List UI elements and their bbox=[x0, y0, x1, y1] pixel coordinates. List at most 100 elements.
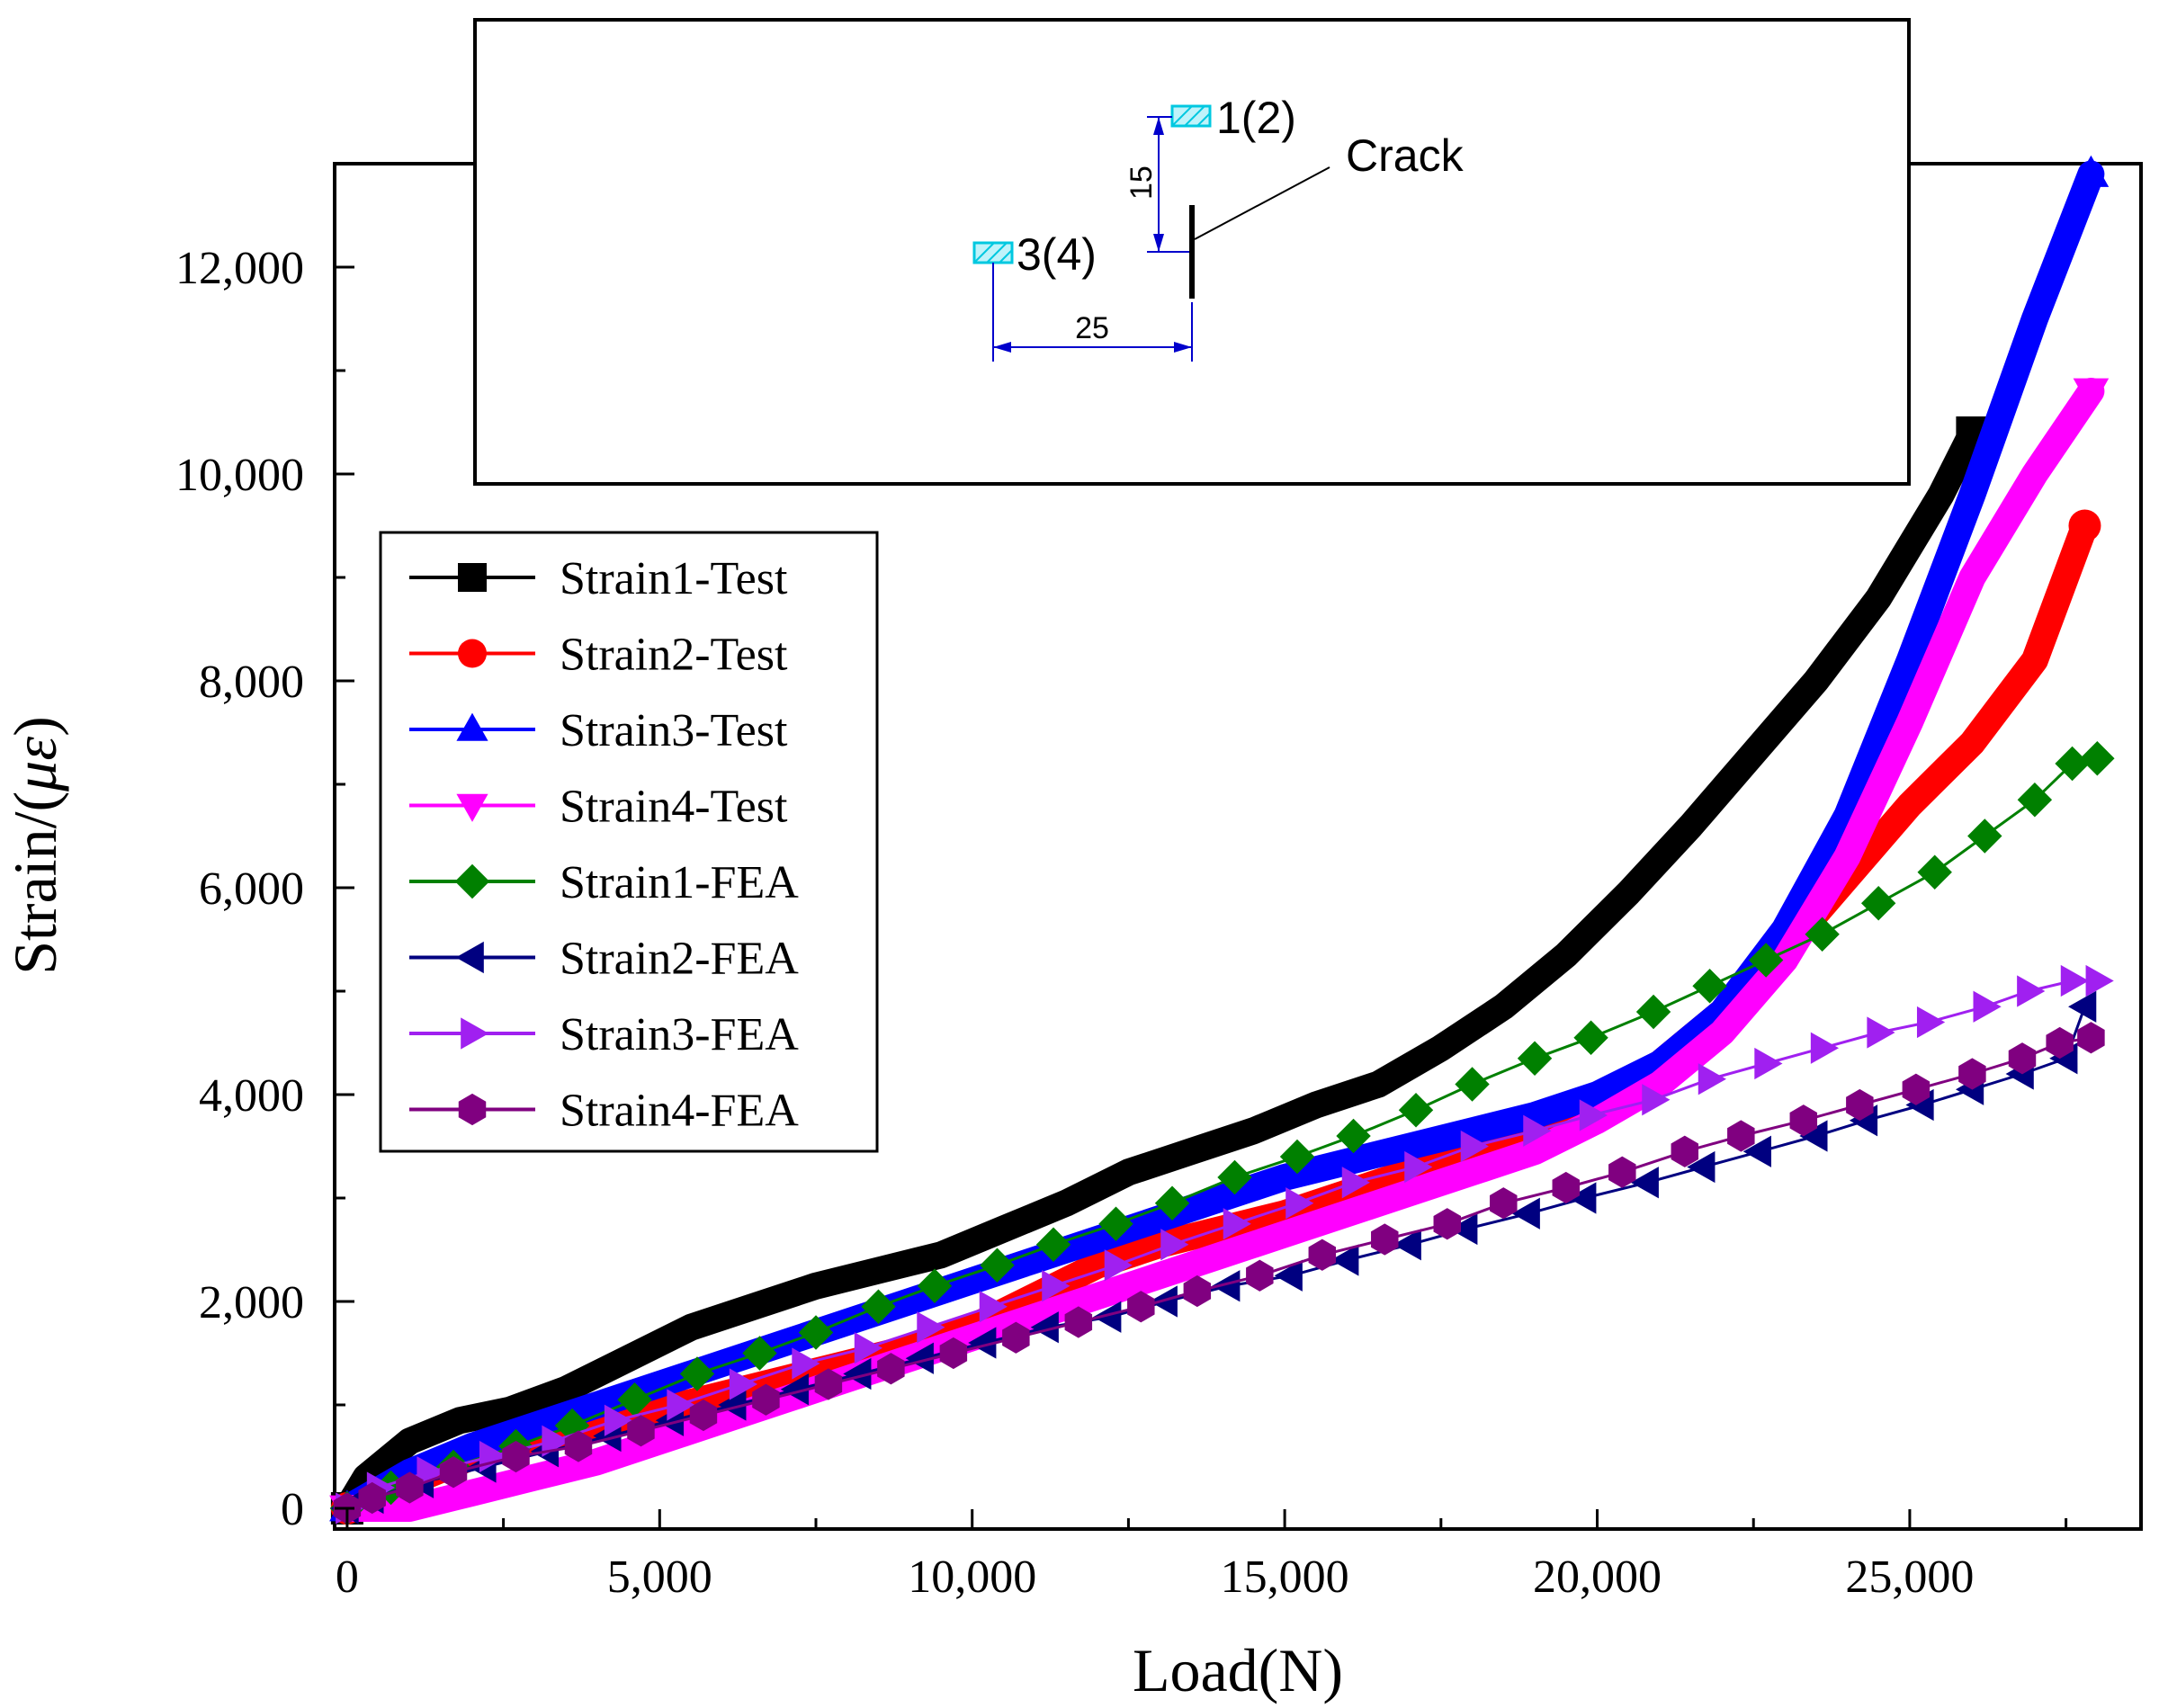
data-point-marker bbox=[2055, 746, 2090, 782]
data-point-marker bbox=[1805, 917, 1840, 952]
legend-label: Strain3-Test bbox=[560, 705, 788, 756]
dim-15-arrow-bottom bbox=[1153, 234, 1164, 252]
data-point-marker bbox=[1030, 1311, 1059, 1344]
data-point-marker bbox=[1223, 1208, 1251, 1240]
legend-marker bbox=[458, 563, 487, 592]
data-point-marker bbox=[814, 1368, 843, 1400]
data-point-marker bbox=[1967, 818, 2002, 854]
data-point-marker bbox=[1330, 1244, 1359, 1276]
data-point-marker bbox=[1742, 1135, 1771, 1167]
data-point-marker bbox=[1154, 1185, 1190, 1221]
legend-label: Strain2-FEA bbox=[560, 934, 799, 985]
x-tick-label: 5,000 bbox=[607, 1552, 712, 1603]
legend-item: Strain4-FEA bbox=[409, 1086, 799, 1137]
data-point-marker bbox=[1217, 1159, 1252, 1195]
crack-leader bbox=[1194, 166, 1330, 240]
data-point-marker bbox=[679, 1356, 715, 1391]
data-point-marker bbox=[2080, 741, 2115, 776]
data-point-marker bbox=[2077, 1022, 2105, 1054]
legend-label: Strain4-Test bbox=[560, 782, 788, 833]
data-point-marker bbox=[843, 1357, 872, 1391]
data-point-marker bbox=[1568, 1182, 1597, 1214]
data-point-marker bbox=[1692, 969, 1727, 1004]
data-point-marker bbox=[1002, 1321, 1030, 1354]
data-point-marker bbox=[627, 1415, 655, 1447]
data-point-marker bbox=[1341, 1167, 1370, 1199]
data-point-marker bbox=[718, 1389, 747, 1421]
data-point-marker bbox=[617, 1382, 652, 1417]
legend-item: Strain1-Test bbox=[409, 553, 788, 604]
data-point-marker bbox=[1042, 1270, 1071, 1302]
data-point-marker bbox=[439, 1456, 468, 1489]
data-point-marker bbox=[667, 1389, 695, 1421]
data-point-marker bbox=[1460, 1130, 1489, 1163]
dim-25-arrow-left bbox=[993, 342, 1011, 353]
gauge-3-4-label: 3(4) bbox=[1017, 229, 1097, 280]
data-point-marker bbox=[752, 1383, 780, 1416]
y-tick-label: 4,000 bbox=[199, 1070, 304, 1122]
gauge-1-2-icon bbox=[1170, 104, 1212, 128]
data-point-marker bbox=[980, 1247, 1015, 1283]
data-point-marker bbox=[861, 1289, 896, 1324]
y-tick-label: 0 bbox=[281, 1484, 304, 1535]
gauge-3-4-hatch bbox=[973, 242, 995, 264]
data-point-marker bbox=[1517, 1041, 1553, 1076]
data-point-marker bbox=[1286, 1187, 1314, 1220]
legend-label: Strain1-Test bbox=[560, 553, 788, 604]
legend-item: Strain1-FEA bbox=[409, 857, 799, 908]
data-point-marker bbox=[917, 1268, 953, 1303]
data-point-marker bbox=[1098, 1206, 1133, 1241]
data-point-marker bbox=[2073, 378, 2110, 410]
data-point-marker bbox=[1958, 1058, 1986, 1090]
data-point-marker bbox=[1183, 1274, 1212, 1308]
data-point-marker bbox=[1552, 1171, 1581, 1204]
data-point-marker bbox=[1433, 1208, 1462, 1240]
data-point-marker bbox=[417, 1456, 445, 1489]
y-tick-label: 6,000 bbox=[199, 863, 304, 915]
gauge-1-2-label: 1(2) bbox=[1216, 93, 1296, 143]
legend-label: Strain2-Test bbox=[560, 630, 788, 681]
y-tick-label: 8,000 bbox=[199, 657, 304, 708]
x-axis-title: Load(N) bbox=[1133, 1636, 1343, 1704]
series-line bbox=[333, 419, 1986, 1522]
dim-25-label: 25 bbox=[1075, 311, 1109, 345]
data-point-marker bbox=[2060, 964, 2089, 997]
gauge-3-4-icon bbox=[972, 241, 1014, 264]
series-line bbox=[333, 378, 2105, 1522]
data-point-marker bbox=[1274, 1259, 1303, 1292]
legend-frame bbox=[379, 531, 879, 1153]
gauge-3-4-hatch bbox=[999, 249, 1013, 264]
x-tick-label: 20,000 bbox=[1533, 1552, 1662, 1603]
y-axis-title-symbol: με bbox=[1, 737, 69, 792]
data-point-marker bbox=[1608, 1156, 1636, 1188]
data-point-marker bbox=[939, 1337, 968, 1370]
legend-marker bbox=[458, 639, 487, 668]
x-tick-label: 15,000 bbox=[1221, 1552, 1349, 1603]
data-point-marker bbox=[604, 1404, 633, 1436]
legend-item: Strain3-FEA bbox=[409, 1009, 799, 1060]
data-point-marker bbox=[1336, 1118, 1371, 1154]
series-strain4-fea bbox=[333, 1022, 2105, 1525]
data-point-marker bbox=[1635, 994, 1671, 1030]
data-point-marker bbox=[1449, 1212, 1478, 1246]
crack-label: Crack bbox=[1346, 130, 1465, 181]
x-tick-label: 0 bbox=[336, 1552, 359, 1603]
data-point-marker bbox=[742, 1336, 777, 1371]
data-point-marker bbox=[798, 1315, 834, 1350]
data-point-marker bbox=[1490, 1187, 1518, 1220]
data-point-marker bbox=[1127, 1291, 1155, 1323]
legend-marker bbox=[456, 712, 488, 741]
data-point-marker bbox=[2085, 964, 2114, 997]
gauge-1-2-hatch bbox=[1196, 112, 1211, 127]
y-axis-title-suffix: ) bbox=[1, 716, 69, 737]
data-point-marker bbox=[1093, 1301, 1122, 1333]
y-tick-label: 2,000 bbox=[199, 1277, 304, 1328]
data-point-marker bbox=[502, 1440, 530, 1473]
y-axis-title-prefix: Strain/( bbox=[1, 791, 69, 975]
data-point-marker bbox=[1902, 1073, 1931, 1105]
data-point-marker bbox=[689, 1399, 718, 1432]
data-point-marker bbox=[854, 1332, 882, 1364]
legend-item: Strain3-Test bbox=[409, 705, 788, 756]
data-point-marker bbox=[358, 1481, 386, 1515]
